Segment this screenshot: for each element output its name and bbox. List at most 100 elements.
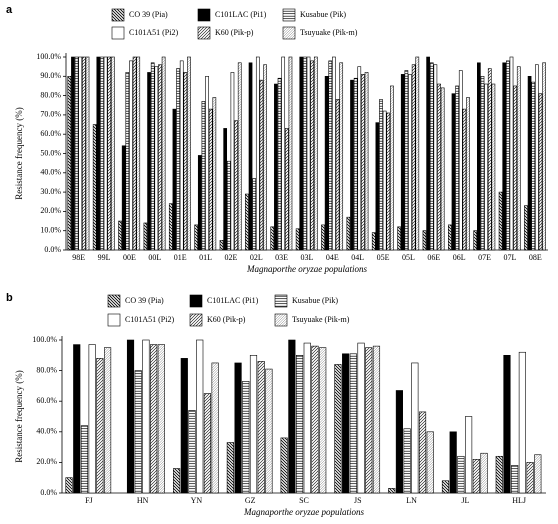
bar	[173, 468, 181, 494]
legend-label: K60 (Pik-p)	[215, 28, 254, 37]
bar	[226, 442, 234, 494]
bar	[458, 70, 463, 251]
y-tick-label: 40.0%	[36, 427, 57, 436]
bar	[334, 364, 342, 494]
bar	[196, 339, 204, 494]
x-tick-label: 03E	[275, 253, 288, 262]
legend-label: C101A51 (Pi2)	[129, 28, 178, 37]
bar	[451, 93, 456, 251]
bar	[455, 85, 459, 251]
bar	[503, 354, 511, 494]
bar	[426, 431, 434, 494]
bar	[418, 411, 427, 494]
bar	[484, 83, 488, 251]
bar	[121, 145, 126, 251]
bar	[462, 108, 467, 251]
bar	[440, 87, 445, 251]
bar	[129, 60, 133, 251]
bar	[263, 64, 267, 251]
bar	[142, 339, 150, 494]
bar	[342, 353, 350, 494]
x-tick-label: 08E	[529, 253, 542, 262]
bar	[252, 178, 257, 251]
bar	[506, 60, 510, 251]
bar	[502, 62, 507, 251]
bar	[429, 62, 434, 251]
bar	[313, 56, 318, 251]
legend-swatch	[197, 8, 211, 22]
bar	[280, 437, 288, 494]
bar	[498, 191, 503, 251]
bar	[234, 362, 242, 494]
y-tick-label: 0.0%	[40, 488, 57, 497]
bar	[542, 62, 546, 251]
x-tick-label: 04E	[326, 253, 339, 262]
x-tick-label: 05L	[402, 253, 415, 262]
y-tick-label: 20.0%	[36, 457, 57, 466]
bar	[306, 56, 311, 251]
bar	[96, 358, 104, 494]
bar	[480, 76, 485, 251]
bar	[310, 60, 315, 251]
bar	[176, 68, 180, 251]
bar	[379, 99, 383, 251]
bar	[321, 224, 325, 251]
panel-letter: b	[6, 292, 13, 304]
legend-label: Tsuyuake (Pik-m)	[300, 28, 358, 37]
bar	[495, 455, 503, 494]
bar	[284, 128, 289, 251]
bar	[437, 83, 441, 251]
legend-label: C101A51 (Pi2)	[125, 315, 174, 324]
bar	[433, 64, 438, 251]
x-tick-label: 06E	[427, 253, 440, 262]
legend-label: Kusabue (Pik)	[292, 296, 338, 305]
y-tick-label: 10.0%	[40, 226, 61, 235]
bar	[513, 85, 517, 251]
bar	[357, 342, 365, 494]
bar	[168, 203, 173, 251]
bar	[526, 462, 534, 494]
bar	[477, 62, 481, 251]
bar	[295, 228, 300, 251]
y-tick-label: 80.0%	[40, 90, 61, 99]
bar	[349, 353, 357, 494]
legend-label: C101LAC (Pi1)	[207, 296, 259, 305]
bar	[303, 342, 311, 494]
bar	[397, 226, 401, 251]
bar	[132, 56, 137, 251]
y-tick-label: 30.0%	[40, 187, 61, 196]
bar	[172, 108, 177, 251]
x-tick-label: 02L	[250, 253, 263, 262]
bar	[143, 222, 148, 251]
bar	[465, 416, 473, 494]
x-tick-label: 04L	[351, 253, 364, 262]
bar	[208, 108, 213, 251]
legend-swatch	[107, 294, 121, 308]
legend-swatch	[189, 294, 203, 308]
bar	[194, 224, 199, 251]
bar	[265, 368, 273, 494]
x-tick-label: 07E	[478, 253, 491, 262]
bar	[403, 428, 411, 494]
bar	[518, 351, 526, 494]
bar	[226, 160, 231, 251]
x-axis-title: Magnaporthe oryzae populations	[243, 507, 364, 517]
x-tick-label: JS	[354, 496, 362, 505]
bar	[386, 112, 391, 251]
bar	[78, 56, 83, 251]
bar	[203, 393, 212, 494]
x-tick-label: 01E	[174, 253, 187, 262]
bar	[449, 431, 457, 494]
bar	[80, 425, 89, 494]
x-tick-label: GZ	[245, 496, 256, 505]
bar	[311, 345, 319, 494]
bar	[426, 56, 430, 251]
bar	[324, 76, 329, 251]
bar	[408, 74, 412, 251]
bar	[524, 205, 528, 251]
x-tick-label: LN	[406, 496, 417, 505]
bar	[388, 488, 396, 494]
bar	[411, 64, 416, 251]
legend-swatch	[111, 8, 125, 22]
bar	[422, 230, 427, 251]
